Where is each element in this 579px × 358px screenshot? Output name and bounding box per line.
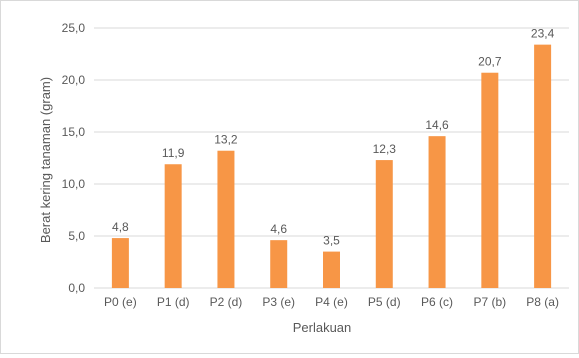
x-tick-label: P0 (e)	[104, 295, 137, 309]
data-label: 14,6	[425, 118, 449, 132]
y-tick-label: 10,0	[62, 177, 86, 191]
x-tick-label: P1 (d)	[157, 295, 190, 309]
data-label: 13,2	[214, 133, 238, 147]
y-tick-label: 5,0	[68, 229, 85, 243]
bars	[111, 44, 552, 288]
x-tick-label: P7 (b)	[473, 295, 506, 309]
data-labels: 4,8 11,9 13,2 4,6 3,5 12,3 14,6 20,7 23,4	[112, 27, 555, 248]
data-label: 23,4	[531, 27, 555, 41]
y-tick-label: 0,0	[68, 281, 85, 295]
bar	[217, 150, 235, 288]
y-axis-tick-labels: 0,0 5,0 10,0 15,0 20,0 25,0	[62, 21, 86, 295]
bar	[375, 160, 393, 288]
x-tick-label: P8 (a)	[526, 295, 559, 309]
bar	[270, 240, 288, 288]
bar	[428, 136, 446, 288]
bar	[323, 251, 340, 288]
x-tick-label: P6 (c)	[421, 295, 453, 309]
data-label: 3,5	[323, 234, 340, 248]
y-axis-title: Berat kering tanaman (gram)	[38, 77, 53, 243]
x-tick-label: P3 (e)	[262, 295, 295, 309]
data-label: 11,9	[162, 146, 185, 160]
bar	[111, 238, 129, 288]
data-label: 12,3	[373, 142, 397, 156]
x-axis-tick-labels: P0 (e) P1 (d) P2 (d) P3 (e) P4 (e) P5 (d) P6 (…	[104, 295, 559, 309]
x-tick-label: P4 (e)	[315, 295, 348, 309]
bar-chart: 0,0 5,0 10,0 15,0 20,0 25,0 4,8 11,9 13,2 4,6 3,5…	[38, 21, 569, 335]
bar	[164, 164, 182, 288]
x-axis-title: Perlakuan	[293, 320, 352, 335]
data-label: 4,6	[270, 222, 287, 236]
data-label: 20,7	[478, 55, 502, 69]
y-tick-label: 20,0	[62, 73, 86, 87]
y-tick-label: 25,0	[62, 21, 86, 35]
bar	[534, 44, 552, 288]
x-tick-label: P2 (d)	[210, 295, 243, 309]
y-tick-label: 15,0	[62, 125, 86, 139]
x-tick-label: P5 (d)	[368, 295, 401, 309]
bar	[481, 72, 499, 288]
data-label: 4,8	[112, 220, 129, 234]
